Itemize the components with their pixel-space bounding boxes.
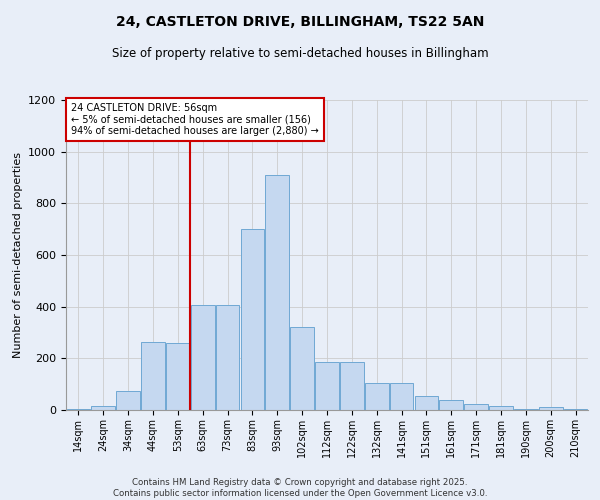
Bar <box>340 362 364 410</box>
Bar <box>241 229 264 410</box>
Bar <box>315 362 339 410</box>
Bar <box>390 383 413 410</box>
Text: 24, CASTLETON DRIVE, BILLINGHAM, TS22 5AN: 24, CASTLETON DRIVE, BILLINGHAM, TS22 5A… <box>116 15 484 29</box>
Bar <box>514 408 538 410</box>
Bar <box>116 390 140 410</box>
Bar <box>415 396 438 410</box>
Bar <box>265 175 289 410</box>
Bar <box>290 328 314 410</box>
Bar <box>539 408 563 410</box>
Text: Contains HM Land Registry data © Crown copyright and database right 2025.
Contai: Contains HM Land Registry data © Crown c… <box>113 478 487 498</box>
Bar <box>191 306 215 410</box>
Bar <box>216 306 239 410</box>
Bar <box>67 408 90 410</box>
Bar <box>365 383 389 410</box>
Bar <box>91 406 115 410</box>
Bar <box>439 400 463 410</box>
Bar <box>141 342 165 410</box>
Bar <box>564 408 587 410</box>
Bar <box>464 404 488 410</box>
Bar <box>166 343 190 410</box>
Text: 24 CASTLETON DRIVE: 56sqm
← 5% of semi-detached houses are smaller (156)
94% of : 24 CASTLETON DRIVE: 56sqm ← 5% of semi-d… <box>71 103 319 136</box>
Bar <box>489 406 513 410</box>
Text: Size of property relative to semi-detached houses in Billingham: Size of property relative to semi-detach… <box>112 48 488 60</box>
Y-axis label: Number of semi-detached properties: Number of semi-detached properties <box>13 152 23 358</box>
